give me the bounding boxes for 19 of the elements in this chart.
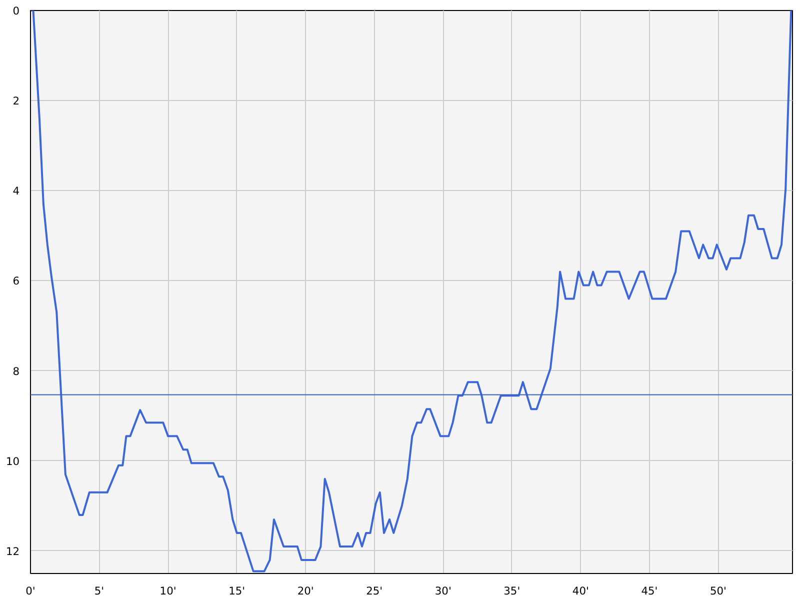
x-tick-label: 5' [94,584,104,598]
y-tick-label: 6 [12,274,20,288]
x-tick-label: 0' [26,584,36,598]
x-tick-label: 50' [710,584,726,598]
x-tick-label: 15' [228,584,246,598]
y-tick-label: 8 [12,364,20,378]
y-tick-label: 12 [6,544,20,558]
y-tick-label: 2 [12,94,20,108]
y-tick-label: 0 [12,4,20,18]
y-tick-label: 10 [6,454,20,468]
x-tick-label: 30' [434,584,452,598]
x-tick-label: 45' [641,584,658,598]
y-tick-label: 4 [12,184,20,198]
x-tick-label: 10' [160,584,176,598]
x-tick-label: 40' [572,584,589,598]
x-tick-label: 20' [297,584,314,598]
line-series [30,10,792,572]
x-tick-label: 35' [504,584,520,598]
x-tick-label: 25' [366,584,383,598]
